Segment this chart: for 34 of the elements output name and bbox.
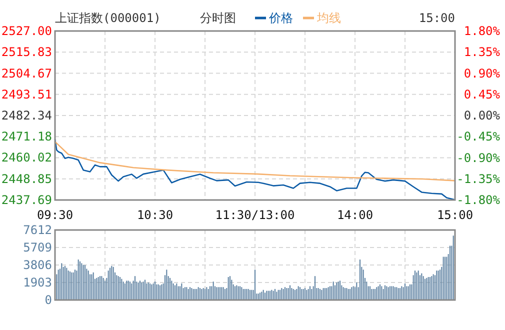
line-series [54, 141, 456, 182]
y2-tick-label: 0.45% [464, 87, 501, 102]
x-tick-label: 10:30 [136, 208, 174, 222]
chart-subtitle: 分时图 [200, 11, 236, 25]
y-tick-label: 1903 [23, 276, 52, 290]
y-tick-label: 5709 [23, 240, 52, 254]
y-tick-label: 2460.02 [1, 150, 52, 165]
x-tick-label: 14:00 [336, 208, 374, 222]
y-tick-label: 2482.34 [1, 108, 52, 123]
y2-tick-label: 1.80% [464, 24, 501, 38]
y2-tick-label: 1.35% [464, 45, 501, 60]
y-tick-label: 2515.83 [1, 45, 52, 60]
y2-tick-label: -0.45% [456, 130, 501, 144]
y-tick-label: 7612 [23, 223, 52, 237]
y-tick-label: 3806 [23, 258, 52, 272]
y-tick-label: 2493.51 [1, 87, 52, 102]
text: 15:00 [418, 11, 455, 25]
y2-tick-label: 0.00% [464, 108, 501, 122]
legend-label: 均线 [316, 11, 341, 25]
y2-tick-label: -1.80% [456, 193, 501, 207]
legend-label: 价格 [268, 11, 293, 25]
x-tick-label: 09:30 [36, 208, 74, 222]
y2-tick-label: 0.90% [464, 66, 501, 80]
chart-title: 上证指数(000001) [55, 11, 161, 25]
x-tick-label: 15:00 [436, 208, 474, 222]
y2-tick-label: -0.90% [456, 150, 501, 165]
y-tick-label: 2448.85 [1, 172, 52, 186]
y-tick-label: 0 [44, 293, 52, 307]
y-tick-label: 2504.67 [1, 66, 52, 80]
y-tick-label: 2471.18 [1, 130, 52, 144]
x-tick-label: 11:30/13:00 [215, 208, 295, 222]
y-tick-label: 2527.00 [1, 24, 52, 38]
y-tick-label: 2437.69 [1, 193, 52, 207]
y2-tick-label: -1.35% [456, 172, 501, 186]
